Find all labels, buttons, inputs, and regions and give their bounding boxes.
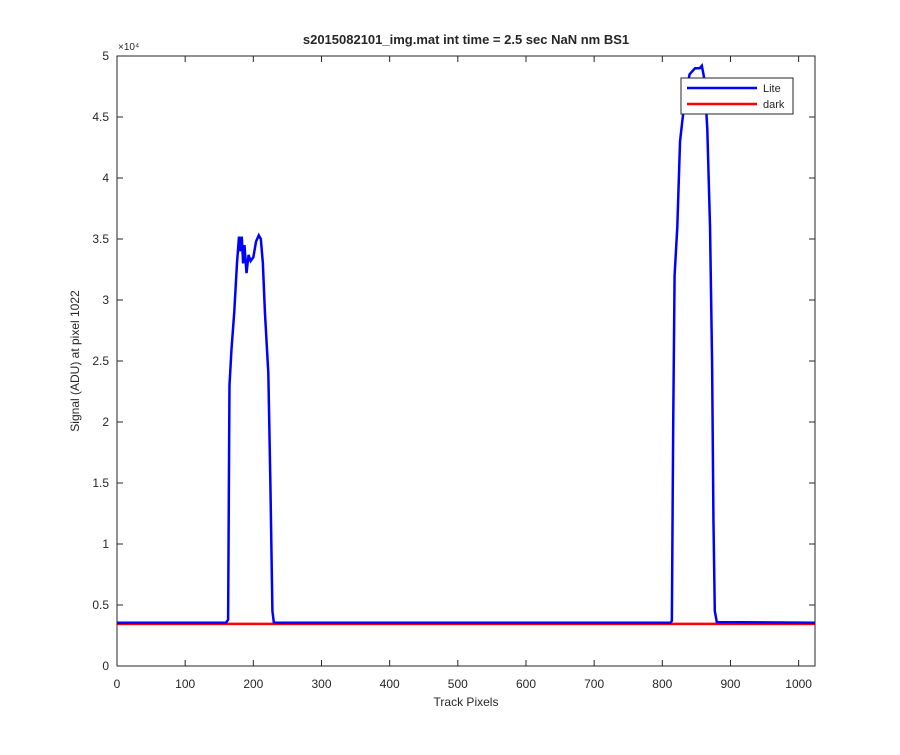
x-tick-label: 300: [311, 677, 331, 691]
y-exponent-label: ×10⁴: [118, 42, 139, 53]
series-line: [117, 62, 815, 624]
y-tick-label: 0.5: [92, 598, 109, 612]
y-tick-label: 3: [102, 293, 109, 307]
y-axis-label: Signal (ADU) at pixel 1022: [68, 290, 82, 432]
legend-box: [680, 77, 794, 115]
y-tick-label: 4.5: [92, 110, 109, 124]
legend-label: Lite: [763, 83, 781, 95]
x-tick-label: 1000: [785, 677, 812, 691]
x-axis-label: Track Pixels: [434, 695, 499, 709]
chart-title: s2015082101_img.mat int time = 2.5 sec N…: [303, 32, 629, 47]
y-tick-label: 1: [102, 537, 109, 551]
y-tick-label: 0: [102, 659, 109, 673]
x-tick-label: 900: [720, 677, 740, 691]
y-tick-label: 2: [102, 415, 109, 429]
x-tick-label: 400: [380, 677, 400, 691]
y-tick-label: 4: [102, 171, 109, 185]
x-tick-label: 700: [584, 677, 604, 691]
x-tick-label: 500: [448, 677, 468, 691]
y-tick-label: 1.5: [92, 476, 109, 490]
y-tick-label: 3.5: [92, 232, 109, 246]
x-tick-label: 600: [516, 677, 536, 691]
axes-box: [116, 55, 816, 667]
x-tick-label: 0: [114, 677, 121, 691]
y-tick-label: 5: [102, 49, 109, 63]
x-tick-label: 200: [243, 677, 263, 691]
plot-area: [117, 56, 815, 666]
y-tick-label: 2.5: [92, 354, 109, 368]
x-tick-label: 100: [175, 677, 195, 691]
legend-label: dark: [763, 99, 785, 111]
x-tick-label: 800: [652, 677, 672, 691]
